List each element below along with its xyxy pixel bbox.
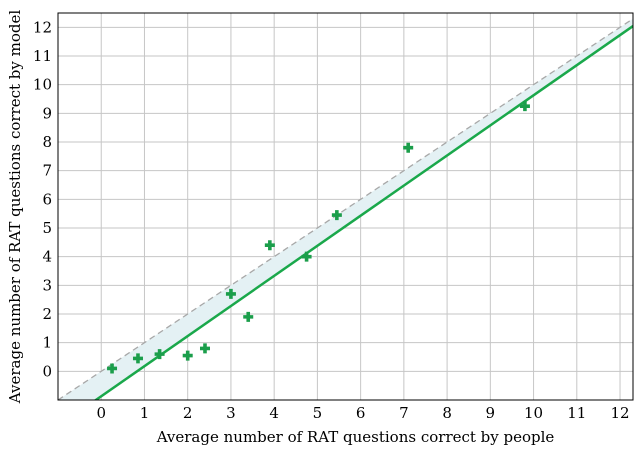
y-tick-label-12: 12 [33,18,52,36]
fit-line [93,25,633,400]
x-tick-label-0: 0 [96,404,106,422]
grid [58,13,633,400]
data-point-10 [403,142,414,153]
y-tick-label-1: 1 [42,334,52,352]
y-tick-label-6: 6 [42,190,52,208]
data-points [107,101,530,374]
data-point-9 [331,210,342,221]
y-tick-label-11: 11 [33,47,52,65]
data-point-3 [182,350,193,361]
x-tick-label-5: 5 [313,404,323,422]
plot-frame [57,12,634,401]
data-point-6 [243,311,254,322]
y-tick-label-0: 0 [42,362,52,380]
x-tick-label-3: 3 [226,404,236,422]
data-point-11 [519,101,530,112]
data-point-7 [264,240,275,251]
x-tick-label-8: 8 [442,404,452,422]
x-tick-label-10: 10 [524,404,543,422]
y-tick-label-10: 10 [33,76,52,94]
y-tick-label-5: 5 [42,219,52,237]
y-tick-label-7: 7 [42,162,52,180]
identity-line [58,18,633,400]
y-tick-label-9: 9 [42,104,52,122]
x-tick-labels: 0 1 2 3 4 5 6 7 8 9 10 11 12 [96,404,629,422]
data-point-2 [154,349,165,360]
y-tick-label-4: 4 [42,248,52,266]
x-tick-label-1: 1 [140,404,150,422]
data-point-4 [199,343,210,354]
y-tick-label-8: 8 [42,133,52,151]
x-tick-label-4: 4 [269,404,279,422]
x-tick-label-6: 6 [356,404,366,422]
x-tick-label-7: 7 [399,404,409,422]
data-point-1 [132,353,143,364]
y-axis-label: Average number of RAT questions correct … [6,10,24,405]
y-tick-label-2: 2 [42,305,52,323]
reference-lines [58,18,633,400]
x-tick-label-12: 12 [610,404,629,422]
x-tick-label-11: 11 [567,404,586,422]
x-tick-label-2: 2 [183,404,193,422]
x-axis-label: Average number of RAT questions correct … [156,428,555,446]
data-point-5 [225,288,236,299]
y-tick-label-3: 3 [42,276,52,294]
data-point-0 [107,363,118,374]
data-point-8 [301,251,312,262]
x-tick-label-9: 9 [486,404,496,422]
